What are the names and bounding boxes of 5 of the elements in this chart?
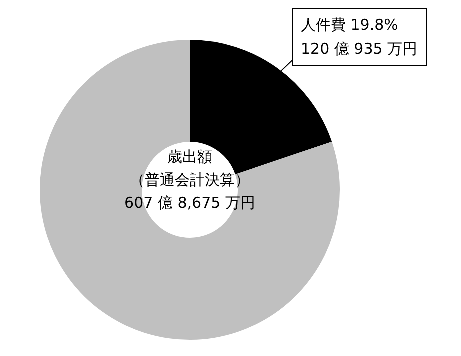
text: 607 億 8,675 万円: [124, 193, 256, 214]
text: 歳出額: [166, 147, 214, 168]
slice-label: 人件費 19.8%: [301, 15, 400, 36]
text: （普通会計決算）: [129, 170, 251, 191]
text: 120 億 935 万円: [301, 39, 418, 60]
